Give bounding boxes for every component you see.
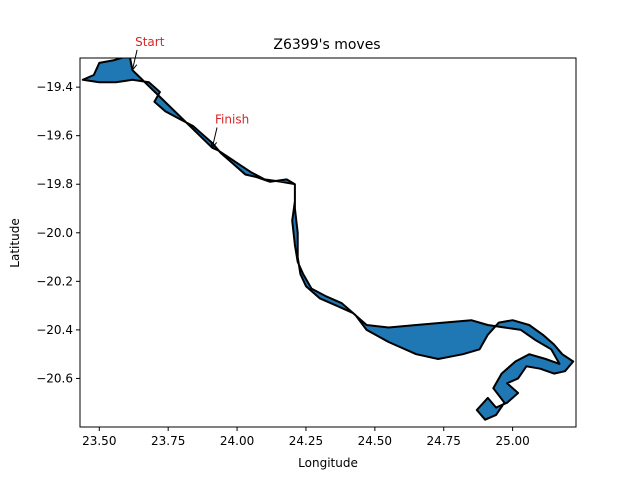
finish-arrow [211, 127, 218, 148]
x-axis-label: Longitude [298, 456, 358, 470]
x-tick-label: 23.75 [151, 434, 185, 448]
finish-annotation: Finish [215, 113, 249, 127]
x-tick-label: 23.50 [82, 434, 116, 448]
y-tick-label: −20.2 [36, 274, 73, 288]
x-tick-label: 24.25 [289, 434, 323, 448]
annotations: Start Finish [130, 35, 249, 149]
y-tick-label: −19.6 [36, 129, 73, 143]
y-tick-label: −20.6 [36, 371, 73, 385]
track-fill-0 [82, 58, 574, 420]
y-tick-label: −20.0 [36, 226, 73, 240]
y-tick-label: −20.4 [36, 323, 73, 337]
finish-arrowhead [210, 140, 218, 149]
chart-title: Z6399's moves [273, 37, 380, 53]
plot-frame [79, 57, 577, 428]
y-axis: −19.4 −19.6 −19.8 −20.0 −20.2 −20.4 −20.6 [36, 80, 80, 385]
x-tick-label: 25.00 [495, 434, 529, 448]
x-tick-label: 24.00 [220, 434, 254, 448]
start-arrow [131, 49, 138, 71]
start-arrowhead [130, 63, 138, 72]
start-annotation: Start [135, 35, 165, 49]
plot-area [81, 58, 575, 421]
x-tick-label: 24.50 [358, 434, 392, 448]
x-axis: 23.50 23.75 24.00 24.25 24.50 24.75 25.00 [82, 427, 530, 448]
x-tick-label: 24.75 [427, 434, 461, 448]
y-axis-label: Latitude [8, 218, 22, 267]
y-tick-label: −19.4 [36, 80, 73, 94]
y-tick-label: −19.8 [36, 177, 73, 191]
track-line-0 [81, 58, 575, 421]
